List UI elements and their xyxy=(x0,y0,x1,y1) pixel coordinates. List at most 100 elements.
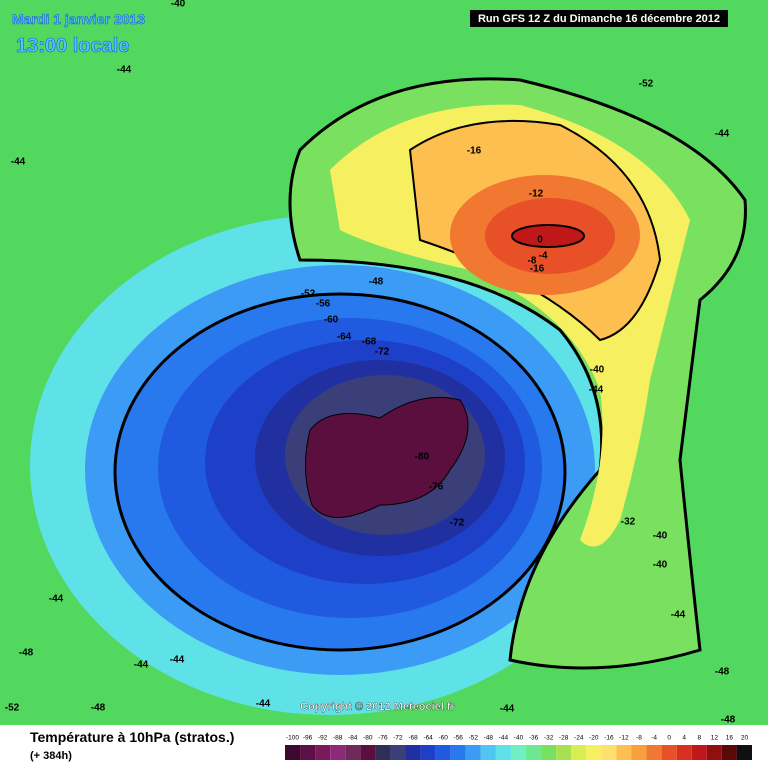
legend-label: -8 xyxy=(636,735,642,742)
contour-label: -44 xyxy=(11,157,26,168)
contour-label: -16 xyxy=(467,146,482,157)
warm-pool xyxy=(288,77,747,670)
legend-swatch xyxy=(405,745,421,760)
legend-label: -60 xyxy=(438,735,448,742)
contour-label: -48 xyxy=(715,667,730,678)
legend-label: -76 xyxy=(378,735,388,742)
legend-label: -44 xyxy=(499,735,509,742)
legend-label: -100 xyxy=(286,735,299,742)
legend-swatch xyxy=(736,745,752,760)
contour-label: -72 xyxy=(450,518,465,529)
contour-label: -48 xyxy=(19,648,34,659)
legend-label: -48 xyxy=(484,735,494,742)
cold-vortex xyxy=(30,215,630,715)
contour-label: -44 xyxy=(671,610,686,621)
legend-swatch xyxy=(706,745,722,760)
footer-title: Température à 10hPa (stratos.) xyxy=(30,729,234,745)
legend-label: -52 xyxy=(469,735,479,742)
legend-swatch xyxy=(345,745,361,760)
legend-swatch xyxy=(646,745,662,760)
contour-label: -12 xyxy=(529,189,544,200)
contour-label: -56 xyxy=(316,299,331,310)
legend-label: 20 xyxy=(741,735,749,742)
legend-label: 8 xyxy=(697,735,701,742)
contour-label: -68 xyxy=(362,337,377,348)
legend-swatch xyxy=(676,745,692,760)
legend-swatch xyxy=(526,745,542,760)
contour-label: -64 xyxy=(337,332,352,343)
legend-label: 0 xyxy=(667,735,671,742)
legend-swatch xyxy=(691,745,707,760)
contour-label: -80 xyxy=(415,452,430,463)
legend-label: -96 xyxy=(303,735,313,742)
legend-swatch xyxy=(721,745,737,760)
contour-label: -32 xyxy=(621,517,636,528)
legend-swatch xyxy=(480,745,496,760)
legend-swatch xyxy=(390,745,406,760)
contour-label: -44 xyxy=(117,65,132,76)
legend-swatch xyxy=(495,745,511,760)
forecast-date: Mardi 1 janvier 2013 xyxy=(12,11,145,27)
contour-label: -4 xyxy=(539,251,548,262)
legend-swatch xyxy=(300,745,316,760)
legend: -100 -96 -92 -88 -84 -80 -76 -72 -68 -64 -60 -56 -52… xyxy=(285,735,752,760)
contour-label: 0 xyxy=(537,235,543,246)
contour-label: -40 xyxy=(590,365,605,376)
legend-label: -28 xyxy=(559,735,569,742)
legend-label: -24 xyxy=(574,735,584,742)
contour-label: -40 xyxy=(653,531,668,542)
legend-swatch xyxy=(661,745,677,760)
contour-label: -44 xyxy=(500,704,515,715)
legend-swatch xyxy=(285,745,301,760)
legend-label: 12 xyxy=(711,735,719,742)
run-box xyxy=(470,10,728,27)
contour-label: -8 xyxy=(528,256,537,267)
legend-label: -88 xyxy=(333,735,343,742)
footer-lead: (+ 384h) xyxy=(30,750,72,762)
contour-label: -16 xyxy=(530,264,545,275)
legend-swatch xyxy=(631,745,647,760)
legend-label: -68 xyxy=(408,735,418,742)
legend-swatch xyxy=(541,745,557,760)
legend-swatch xyxy=(601,745,617,760)
legend-swatch xyxy=(571,745,587,760)
legend-label: -72 xyxy=(393,735,403,742)
legend-label: -84 xyxy=(348,735,358,742)
contour-label: -40 xyxy=(171,0,186,10)
forecast-time: 13:00 locale xyxy=(16,35,129,57)
contour-label: -44 xyxy=(49,594,64,605)
legend-swatch xyxy=(616,745,632,760)
contour-label: -52 xyxy=(301,289,316,300)
contour-label: -44 xyxy=(589,385,604,396)
contour-label: -48 xyxy=(369,277,384,288)
legend-label: -4 xyxy=(651,735,657,742)
legend-label: -56 xyxy=(454,735,464,742)
contour-label: -52 xyxy=(639,79,654,90)
contour-label: -44 xyxy=(134,660,149,671)
legend-swatch xyxy=(510,745,527,760)
legend-swatch xyxy=(330,745,346,760)
legend-label: -64 xyxy=(423,735,433,742)
contour-label: -72 xyxy=(375,347,390,358)
legend-swatch xyxy=(315,745,331,760)
legend-swatch xyxy=(465,745,481,760)
contour-label: -76 xyxy=(429,482,444,493)
legend-label: 16 xyxy=(726,735,734,742)
contour-label: -48 xyxy=(721,715,736,726)
legend-label: -80 xyxy=(363,735,373,742)
contour-label: -44 xyxy=(715,129,730,140)
legend-label: -92 xyxy=(318,735,328,742)
legend-swatch xyxy=(450,745,466,760)
legend-label: -36 xyxy=(529,735,539,742)
contour-label: -48 xyxy=(91,703,106,714)
legend-label: -12 xyxy=(619,735,629,742)
contour-label: -60 xyxy=(324,315,339,326)
legend-label: 4 xyxy=(682,735,686,742)
legend-label: -32 xyxy=(544,735,554,742)
contour-label: -44 xyxy=(256,699,271,710)
legend-swatch xyxy=(586,745,602,760)
legend-swatch xyxy=(360,745,376,760)
contour-label: -44 xyxy=(170,655,185,666)
